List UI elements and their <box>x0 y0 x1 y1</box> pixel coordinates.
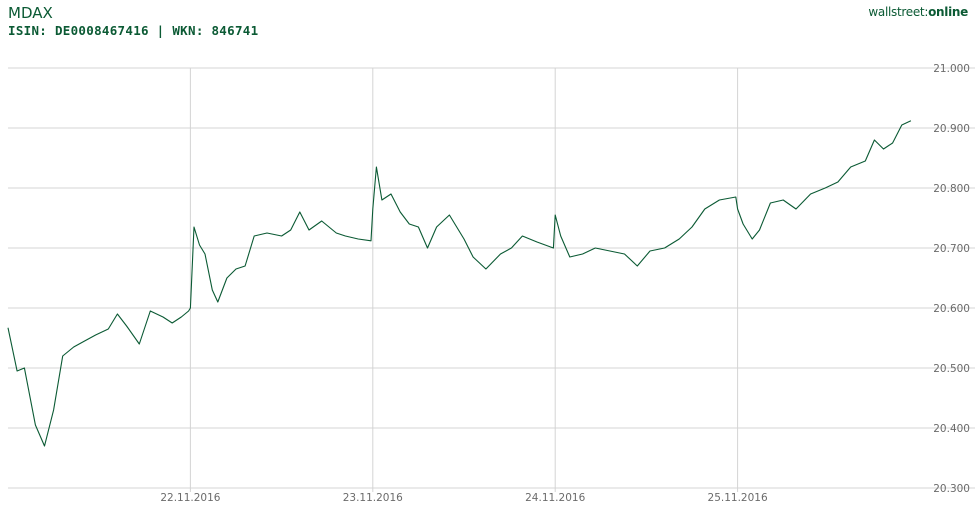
y-tick-label: 20.400 <box>933 423 970 435</box>
brand-logo-part2: online <box>928 5 968 19</box>
y-tick-label: 20.300 <box>933 483 970 495</box>
series-group <box>7 120 912 447</box>
x-tick-label: 24.11.2016 <box>525 492 585 504</box>
x-tick-label: 25.11.2016 <box>708 492 768 504</box>
brand-logo-part1: wallstreet: <box>868 5 929 19</box>
gridlines <box>8 67 975 492</box>
y-axis-ticks: 21.000 20.900 20.800 20.700 20.600 20.500 20.4… <box>933 63 970 495</box>
y-tick-label: 20.800 <box>933 183 970 195</box>
y-tick-label: 20.700 <box>933 243 970 255</box>
series-line-mdax <box>7 120 912 447</box>
x-tick-label: 22.11.2016 <box>160 492 220 504</box>
x-tick-label: 23.11.2016 <box>343 492 403 504</box>
y-tick-label: 20.500 <box>933 363 970 375</box>
brand-logo: wallstreet:online <box>868 5 968 19</box>
index-subtitle: ISIN: DE0008467416 | WKN: 846741 <box>8 23 259 38</box>
y-tick-label: 20.600 <box>933 303 970 315</box>
y-tick-label: 20.900 <box>933 123 970 135</box>
index-title: MDAX <box>8 4 53 22</box>
y-tick-label: 21.000 <box>933 63 970 75</box>
x-axis-ticks: 22.11.2016 23.11.2016 24.11.2016 25.11.2016 <box>160 492 768 504</box>
